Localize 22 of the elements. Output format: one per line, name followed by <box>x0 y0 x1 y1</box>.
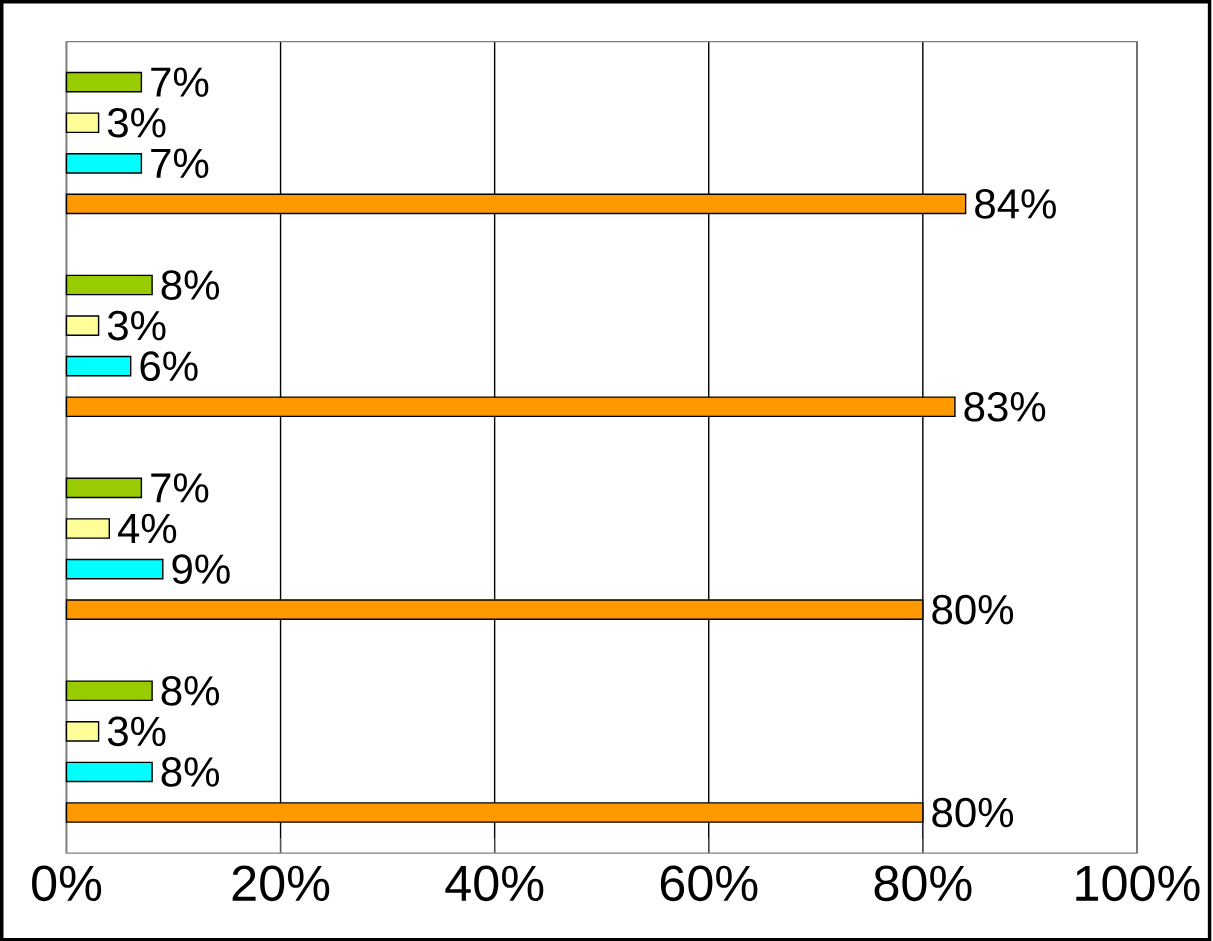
data-label: 4% <box>117 513 177 543</box>
data-label: 8% <box>161 269 219 300</box>
data-label: 3% <box>107 716 166 746</box>
data-label: 83% <box>964 391 1046 422</box>
x-tick-label: 60% <box>660 865 758 901</box>
x-tick-label: 40% <box>445 865 544 901</box>
x-tick-label: 20% <box>232 865 330 901</box>
data-label: 80% <box>932 797 1014 828</box>
data-label: 8% <box>161 756 219 787</box>
data-label: 7% <box>151 472 209 503</box>
data-label: 3% <box>107 107 166 138</box>
x-tick-label: 100% <box>1076 865 1200 901</box>
data-label: 3% <box>107 310 166 341</box>
data-label: 9% <box>172 553 230 584</box>
data-label: 6% <box>140 351 198 381</box>
data-label: 80% <box>932 594 1014 625</box>
data-label: 7% <box>151 148 209 178</box>
x-tick-label: 0% <box>32 865 102 901</box>
data-label: 7% <box>151 67 209 97</box>
x-tick-label: 80% <box>874 865 972 901</box>
data-label: 8% <box>161 675 219 706</box>
data-label: 84% <box>975 188 1056 219</box>
